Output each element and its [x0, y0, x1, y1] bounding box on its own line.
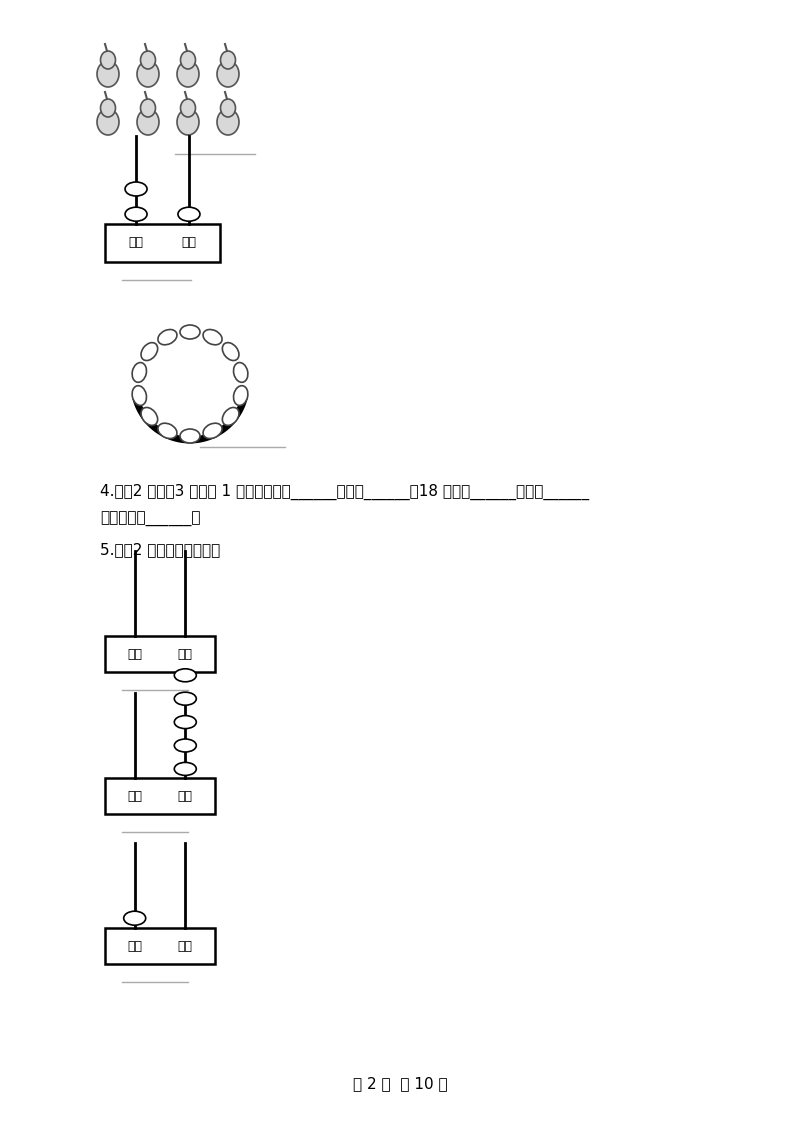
Ellipse shape	[174, 692, 196, 705]
Ellipse shape	[141, 51, 155, 69]
Text: 十位: 十位	[127, 648, 142, 660]
Ellipse shape	[174, 762, 196, 775]
Text: 个一，读作______。: 个一，读作______。	[100, 512, 201, 528]
Bar	[105, 778, 215, 814]
Text: 个位: 个位	[178, 940, 193, 952]
Ellipse shape	[181, 98, 195, 117]
Ellipse shape	[234, 362, 248, 383]
Bar	[105, 636, 215, 672]
Bar	[105, 224, 220, 261]
Ellipse shape	[174, 669, 196, 681]
Text: 4.　（2 分）　3 个一和 1 个十合起来是______，读作______；18 里面有______个十和______: 4. （2 分） 3 个一和 1 个十合起来是______，读作______；1…	[100, 484, 589, 500]
Ellipse shape	[178, 207, 200, 221]
Text: 第 2 页  共 10 页: 第 2 页 共 10 页	[353, 1077, 447, 1091]
Text: 个位: 个位	[182, 237, 197, 249]
Ellipse shape	[132, 362, 146, 383]
Bar	[105, 928, 215, 964]
Ellipse shape	[158, 423, 177, 438]
Ellipse shape	[132, 386, 146, 405]
Ellipse shape	[101, 98, 115, 117]
Ellipse shape	[97, 109, 119, 135]
Ellipse shape	[222, 343, 239, 360]
Ellipse shape	[180, 325, 200, 338]
Ellipse shape	[221, 98, 235, 117]
Ellipse shape	[217, 109, 239, 135]
Ellipse shape	[174, 715, 196, 729]
Text: 十位: 十位	[127, 789, 142, 803]
Ellipse shape	[124, 911, 146, 925]
Ellipse shape	[137, 61, 159, 87]
Ellipse shape	[222, 408, 239, 426]
Text: 个位: 个位	[178, 789, 193, 803]
Ellipse shape	[203, 423, 222, 438]
Ellipse shape	[221, 51, 235, 69]
Ellipse shape	[234, 386, 248, 405]
Ellipse shape	[203, 329, 222, 345]
Ellipse shape	[174, 739, 196, 752]
Ellipse shape	[125, 182, 147, 196]
Ellipse shape	[101, 51, 115, 69]
Text: 十位: 十位	[129, 237, 143, 249]
Ellipse shape	[97, 61, 119, 87]
Text: 个位: 个位	[178, 648, 193, 660]
Ellipse shape	[181, 51, 195, 69]
Text: 十位: 十位	[127, 940, 142, 952]
Ellipse shape	[141, 98, 155, 117]
Ellipse shape	[125, 207, 147, 221]
Ellipse shape	[217, 61, 239, 87]
Text: 5.　（2 分）　看图填数。: 5. （2 分） 看图填数。	[100, 542, 220, 557]
Ellipse shape	[141, 408, 158, 426]
Ellipse shape	[158, 329, 177, 345]
Ellipse shape	[177, 61, 199, 87]
Ellipse shape	[141, 343, 158, 360]
Ellipse shape	[177, 109, 199, 135]
Ellipse shape	[137, 109, 159, 135]
Ellipse shape	[180, 429, 200, 443]
